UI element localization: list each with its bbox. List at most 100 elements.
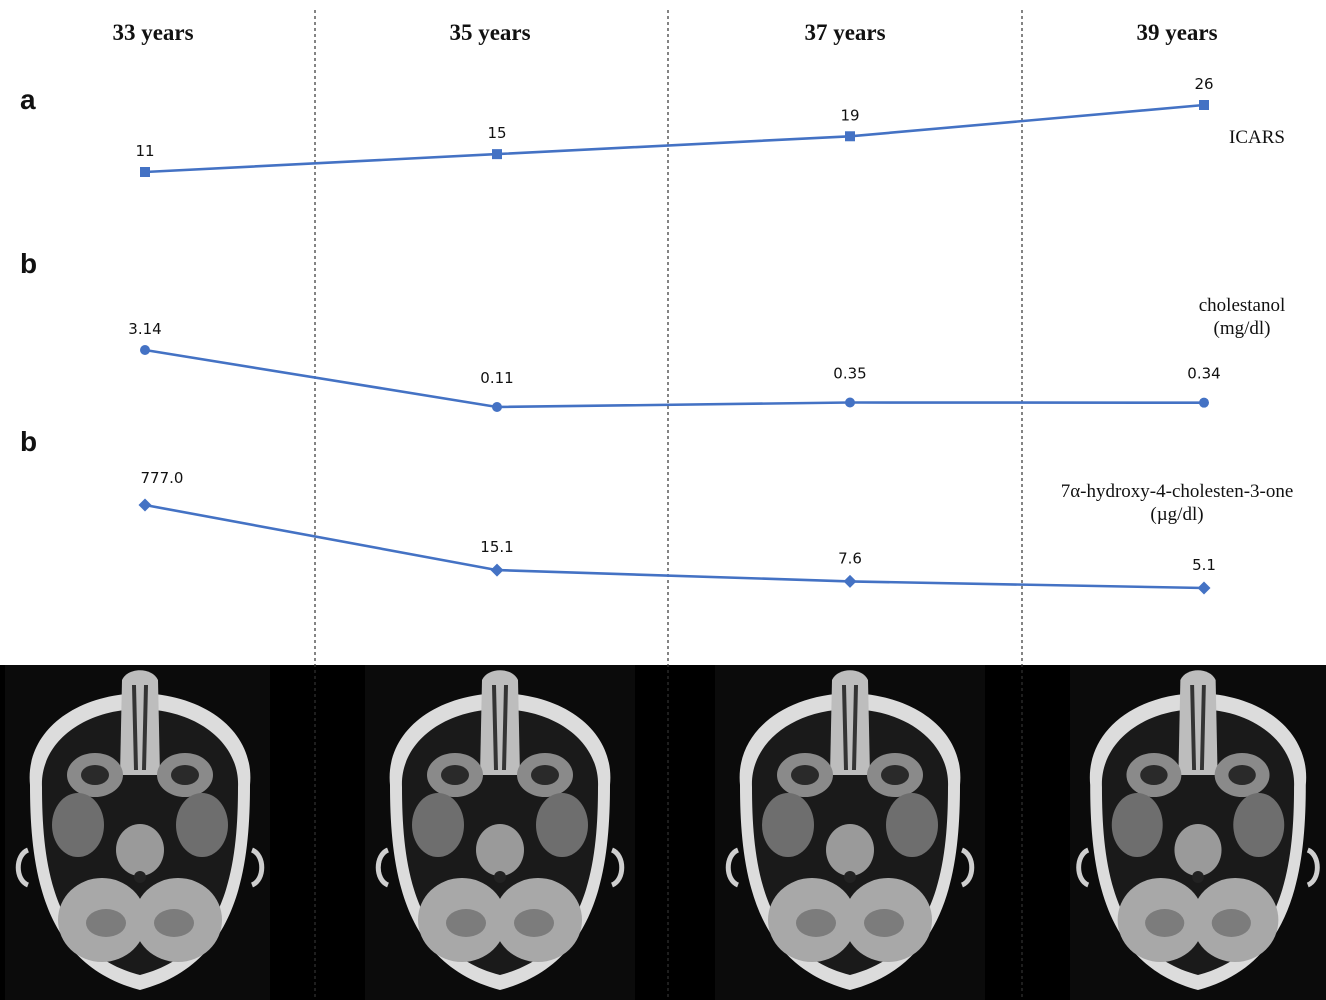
data-label: 0.11 [480,369,513,387]
series-label-icars: ICARS [1222,126,1292,149]
left-ear [1076,847,1090,888]
data-label: 11 [135,142,154,160]
data-point [140,167,150,177]
series-label-cholestanol-line2: (mg/dl) [1213,318,1271,339]
series-label-hydroxycholestenone: 7α-hydroxy-4-cholesten-3-one (µg/dl) [1032,480,1322,526]
right-sinus [881,765,909,785]
series-line-panel-2 [144,348,1205,409]
panel-b2-letter: b [20,426,38,457]
left-dentate [796,909,836,937]
year-label-37: 37 years [804,20,886,45]
scan-group [715,665,985,1000]
left-sinus [441,765,469,785]
mri-scan-33-years [5,665,270,1000]
data-point [845,131,855,142]
right-dentate [514,909,554,937]
left-sinus [1140,765,1168,785]
data-label: 0.34 [1187,365,1220,383]
data-point [492,149,502,160]
left-temporal-lobe [1111,793,1163,857]
left-dentate [1145,909,1185,937]
right-ear [1306,847,1320,888]
data-label: 0.35 [833,364,866,382]
nose-shape [830,670,870,775]
year-label-33: 33 years [112,20,194,45]
left-dentate [446,909,486,937]
nasal-septum [132,684,148,771]
right-sinus [1228,765,1256,785]
data-point [843,574,857,588]
scan-group [365,665,635,1000]
data-point [1199,100,1209,110]
right-dentate [864,909,904,937]
data-label: 15 [487,124,506,142]
scan-group [5,665,270,1000]
right-ear [610,847,625,888]
scan-group [1070,665,1326,1000]
nasal-septum [842,684,858,771]
data-point [490,563,504,577]
right-ear [960,847,975,888]
left-temporal-lobe [762,793,814,857]
right-temporal-lobe [886,793,938,857]
series-line-panel-3 [144,503,1205,590]
data-label: 15.1 [480,538,513,556]
fourth-ventricle [844,871,856,883]
panel-a-letter: a [20,84,36,115]
nasal-septum [1190,684,1206,771]
year-label-39: 39 years [1136,20,1218,45]
fourth-ventricle [134,871,146,883]
series-label-icars-text: ICARS [1229,127,1285,148]
panel-b1-letter: b [20,248,38,279]
nose-shape [480,670,520,775]
brainstem [826,824,874,876]
right-temporal-lobe [176,793,228,857]
right-temporal-lobe [536,793,588,857]
right-dentate [1211,909,1251,937]
data-point [1199,397,1209,408]
left-temporal-lobe [412,793,464,857]
right-dentate [154,909,194,937]
left-ear [15,847,30,888]
brainstem [116,824,164,876]
nose-shape [120,670,160,775]
right-sinus [171,765,199,785]
nose-shape [1178,670,1218,775]
left-ear [725,847,740,888]
year-label-35: 35 years [449,20,531,45]
data-label: 3.14 [128,320,161,338]
data-point [845,397,855,408]
series-line-panel-1 [144,103,1205,174]
fourth-ventricle [494,871,506,883]
data-label: 7.6 [838,549,862,567]
data-label: 19 [840,106,859,124]
brainstem [476,824,524,876]
data-point [138,498,152,512]
brainstem [1174,824,1222,876]
data-label: 5.1 [1192,556,1216,574]
data-point [492,402,502,412]
mri-scan-39-years [1070,665,1326,1000]
left-sinus [791,765,819,785]
series-label-hydroxycholestenone-line2: (µg/dl) [1150,504,1204,525]
left-dentate [86,909,126,937]
right-sinus [531,765,559,785]
right-ear [250,847,265,888]
mri-scan-35-years [365,665,635,1000]
mri-scan-37-years [715,665,985,1000]
series-label-hydroxycholestenone-line1: 7α-hydroxy-4-cholesten-3-one [1060,481,1294,502]
series-label-cholestanol: cholestanol (mg/dl) [1162,294,1322,340]
right-temporal-lobe [1233,793,1285,857]
fourth-ventricle [1192,871,1204,883]
series-label-cholestanol-line1: cholestanol [1198,295,1286,316]
data-point [1197,581,1211,595]
left-ear [375,847,390,888]
left-temporal-lobe [52,793,104,857]
nasal-septum [492,684,508,771]
data-label: 26 [1194,75,1213,93]
left-sinus [81,765,109,785]
data-point [140,345,150,355]
data-label: 777.0 [141,469,184,487]
